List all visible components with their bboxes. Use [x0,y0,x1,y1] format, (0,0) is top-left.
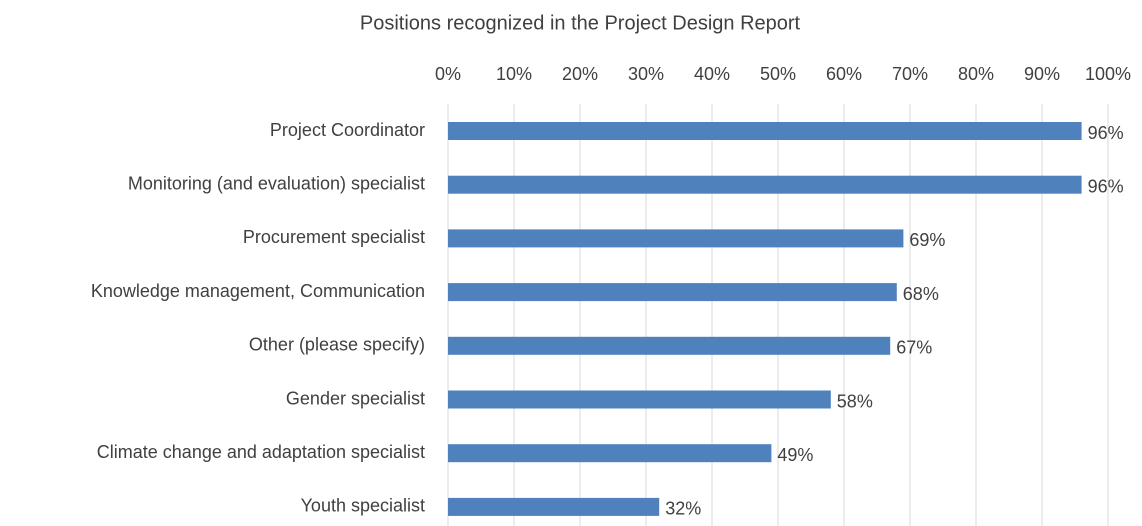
data-label: 96% [1088,176,1124,196]
y-tick-label: Gender specialist [286,388,425,408]
bar [448,229,904,248]
y-tick-label: Monitoring (and evaluation) specialist [128,173,425,193]
x-tick-label: 60% [826,64,862,84]
chart-title: Positions recognized in the Project Desi… [360,12,801,34]
bar [448,122,1082,140]
data-label: 58% [837,391,873,411]
bar [448,283,897,302]
y-tick-label: Knowledge management, Communication [91,281,425,301]
x-tick-label: 70% [892,64,928,84]
bar [448,175,1082,194]
x-tick-label: 0% [435,64,461,84]
bar [448,497,660,516]
x-tick-label: 30% [628,64,664,84]
data-label: 68% [903,284,939,304]
data-label: 32% [665,499,701,519]
x-tick-label: 10% [496,64,532,84]
bar [448,336,891,355]
data-label: 96% [1088,123,1124,143]
x-tick-label: 20% [562,64,598,84]
data-label: 49% [777,445,813,465]
x-tick-label: 80% [958,64,994,84]
x-tick-label: 100% [1085,64,1131,84]
y-tick-label: Other (please specify) [249,335,425,355]
x-tick-label: 50% [760,64,796,84]
y-tick-label: Procurement specialist [243,227,425,247]
x-tick-label: 40% [694,64,730,84]
x-tick-label: 90% [1024,64,1060,84]
y-tick-label: Youth specialist [301,496,425,516]
bar [448,444,772,463]
data-label: 67% [896,338,932,358]
data-label: 69% [909,230,945,250]
y-tick-label: Project Coordinator [270,120,425,140]
y-tick-label: Climate change and adaptation specialist [97,442,425,462]
bar [448,390,831,409]
